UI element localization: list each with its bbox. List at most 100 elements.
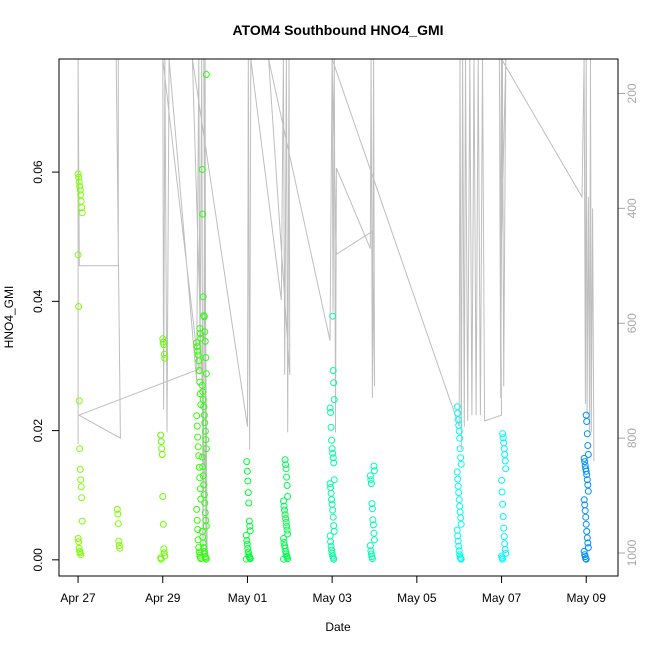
data-point xyxy=(200,403,208,411)
data-point xyxy=(201,419,209,427)
data-point xyxy=(284,555,292,563)
data-point xyxy=(196,485,204,493)
data-point xyxy=(455,542,463,550)
data-point xyxy=(583,534,591,542)
data-point xyxy=(454,532,462,540)
data-point xyxy=(328,445,336,453)
data-point xyxy=(457,514,465,522)
data-point xyxy=(193,516,201,524)
data-point xyxy=(200,313,208,321)
data-point xyxy=(454,409,462,417)
data-point xyxy=(243,467,251,475)
data-point xyxy=(282,518,290,526)
data-point xyxy=(280,555,287,563)
data-point xyxy=(196,330,204,338)
data-point xyxy=(194,347,202,355)
data-point xyxy=(195,463,203,471)
data-point xyxy=(77,551,85,559)
data-point xyxy=(75,397,83,405)
data-point xyxy=(581,507,589,515)
data-point xyxy=(368,500,376,508)
x-tick-label: Apr 27 xyxy=(60,591,96,605)
data-point xyxy=(330,476,338,484)
data-point xyxy=(78,209,86,217)
x-tick-label: May 05 xyxy=(397,591,437,605)
data-point xyxy=(78,204,86,212)
data-point xyxy=(499,430,507,438)
data-point xyxy=(367,476,375,484)
data-point xyxy=(370,462,378,470)
data-point xyxy=(330,555,338,563)
data-point xyxy=(370,529,378,537)
data-point xyxy=(193,422,201,430)
data-point xyxy=(193,505,201,513)
data-point xyxy=(159,520,167,528)
data-point xyxy=(244,477,252,485)
data-point xyxy=(454,475,462,483)
data-point xyxy=(580,547,588,555)
data-point xyxy=(582,555,590,563)
data-point xyxy=(583,527,591,535)
data-point xyxy=(498,476,506,484)
data-point xyxy=(114,520,122,528)
y2-tick-label: 800 xyxy=(625,428,639,448)
data-point xyxy=(329,513,337,521)
data-point xyxy=(246,527,254,535)
data-point xyxy=(455,489,463,497)
data-point xyxy=(202,71,210,78)
data-point xyxy=(160,341,168,349)
data-point xyxy=(75,303,83,310)
x-tick-label: May 03 xyxy=(312,591,352,605)
data-point xyxy=(116,544,124,552)
data-point xyxy=(193,339,201,347)
data-point xyxy=(157,555,165,563)
data-point xyxy=(158,451,166,458)
data-point xyxy=(499,513,507,520)
data-point xyxy=(584,544,592,552)
data-point xyxy=(368,505,376,513)
data-point xyxy=(329,449,337,457)
data-point xyxy=(583,430,591,438)
data-point xyxy=(199,293,207,301)
y-axis-label: HNO4_GMI xyxy=(2,286,16,349)
data-point xyxy=(282,461,290,469)
data-point xyxy=(243,540,251,548)
data-point xyxy=(330,527,338,535)
data-point xyxy=(326,480,334,488)
data-point xyxy=(245,499,253,507)
data-point xyxy=(370,467,378,475)
data-point xyxy=(367,480,375,488)
data-point xyxy=(202,522,210,530)
data-point xyxy=(77,191,85,199)
data-point xyxy=(199,396,207,404)
data-point xyxy=(202,370,210,378)
data-point xyxy=(281,506,288,514)
data-point xyxy=(327,423,335,431)
data-point xyxy=(243,458,251,466)
data-point xyxy=(196,325,204,332)
data-point xyxy=(328,436,336,444)
x-tick-label: May 09 xyxy=(567,591,607,605)
data-point xyxy=(160,549,168,557)
data-point xyxy=(193,343,201,351)
data-point xyxy=(329,312,337,320)
y-tick-label: 0.06 xyxy=(31,160,45,184)
data-point xyxy=(584,442,592,449)
data-point xyxy=(499,434,507,442)
data-point xyxy=(202,436,210,444)
y2-tick-label: 1000 xyxy=(625,539,639,566)
data-point xyxy=(199,210,207,218)
data-point xyxy=(457,460,465,468)
data-point xyxy=(194,526,202,533)
plot-frame xyxy=(58,58,619,577)
x-tick-label: May 07 xyxy=(482,591,522,605)
data-point xyxy=(283,522,291,530)
data-point xyxy=(501,457,509,465)
data-point xyxy=(242,531,250,539)
data-point xyxy=(502,465,510,473)
data-point xyxy=(75,178,83,186)
data-point xyxy=(114,510,122,518)
data-point xyxy=(194,433,202,441)
